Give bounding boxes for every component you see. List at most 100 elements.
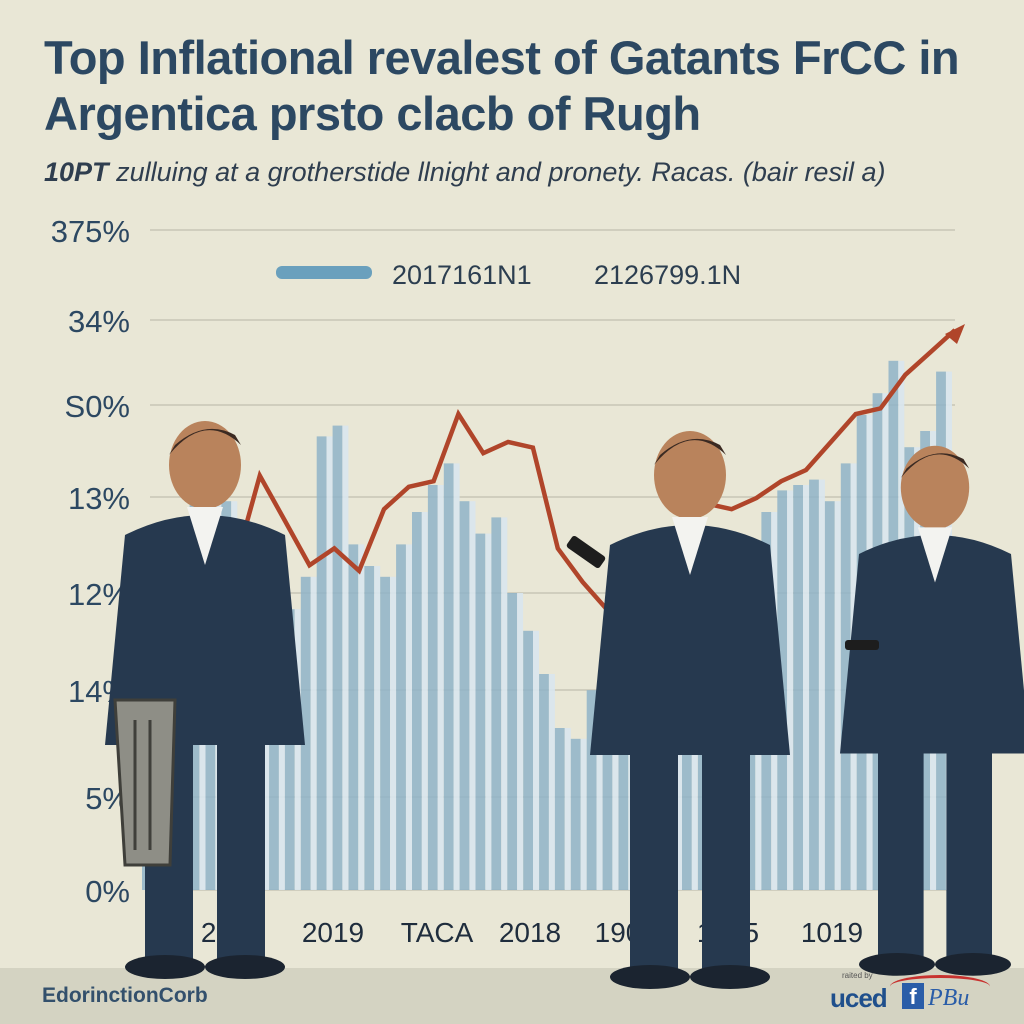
businessman-right-shirt: [917, 527, 953, 583]
bar: [745, 576, 756, 890]
x-tick-label: 1019: [801, 917, 863, 948]
bar-highlight: [548, 674, 555, 890]
bar: [348, 544, 359, 890]
businessman-left-shoe: [125, 955, 205, 979]
bar: [396, 544, 406, 890]
trash-bin: [113, 698, 177, 867]
bar-highlight: [850, 463, 857, 890]
bar: [586, 690, 597, 890]
businessman-middle-head: [654, 431, 726, 519]
bar-highlight: [564, 728, 571, 890]
y-tick-label: 0%: [85, 874, 130, 909]
bar-highlight: [501, 517, 508, 890]
bar: [475, 533, 486, 890]
x-tick-label: TACA: [401, 917, 474, 948]
bar: [507, 593, 518, 890]
logo-caption: raited by: [842, 971, 873, 980]
bar: [189, 490, 200, 890]
businessman-middle-shoe: [690, 965, 770, 989]
bar: [253, 630, 263, 890]
x-tick-label: 1925: [697, 917, 759, 948]
footer-source: EdorinctionCorb: [42, 984, 208, 1007]
businessman-left-head: [169, 421, 241, 509]
bar-highlight: [469, 501, 476, 890]
x-tick-label: 2094: [201, 917, 263, 948]
businessman-right-leg: [878, 753, 924, 963]
bar: [904, 447, 915, 890]
bar: [650, 587, 660, 890]
facebook-f-icon[interactable]: f: [902, 983, 924, 1009]
bar-highlight: [739, 576, 746, 890]
y-tick-label: S0%: [65, 389, 130, 424]
bar: [793, 485, 803, 890]
businessman-left-leg: [145, 745, 193, 965]
legend-label: 2126799.1N: [594, 260, 741, 290]
bar-highlight: [517, 593, 524, 890]
bar: [761, 512, 772, 890]
bar-highlight: [278, 598, 285, 890]
bar: [380, 576, 390, 890]
bar-highlight: [707, 533, 714, 890]
y-tick-label: 375%: [51, 214, 130, 249]
bar-highlight: [231, 501, 238, 890]
bar: [443, 463, 454, 890]
bar: [634, 620, 645, 890]
bar: [364, 566, 375, 890]
subtitle-prefix: 10PT: [44, 157, 109, 187]
y-tick-label: 13%: [68, 481, 130, 516]
bar-highlight: [596, 690, 603, 890]
bar-highlight: [390, 576, 397, 890]
bar-highlight: [215, 468, 222, 890]
bar: [205, 468, 216, 890]
bar: [237, 620, 248, 890]
logo-arc: [890, 975, 990, 998]
bar: [554, 728, 565, 890]
bar: [872, 393, 883, 890]
businessman-right-jacket: [840, 535, 1024, 754]
bar-highlight: [755, 576, 762, 890]
x-tick-label: 190: [595, 917, 642, 948]
x-tick-label: 2018: [499, 917, 561, 948]
bar: [602, 674, 613, 890]
bar-highlight: [628, 668, 635, 890]
phone: [845, 640, 879, 650]
phone: [566, 535, 606, 569]
bar: [666, 555, 676, 890]
bar: [777, 490, 788, 890]
bar: [316, 436, 327, 890]
bar: [523, 630, 533, 890]
trend-line: [232, 328, 957, 613]
bar-highlight: [294, 609, 301, 890]
bar-highlight: [437, 485, 444, 890]
businessman-middle-shoe: [610, 965, 690, 989]
legend-swatch: [276, 266, 372, 279]
bar-highlight: [644, 620, 651, 890]
logo-label: uced: [830, 983, 888, 1013]
bar-highlight: [882, 393, 889, 890]
bar: [697, 533, 708, 890]
bar: [888, 360, 899, 890]
bar: [809, 479, 819, 890]
bar: [142, 647, 152, 890]
bar-highlight: [374, 566, 381, 890]
bar-highlight: [691, 522, 698, 890]
businessman-middle-shirt: [672, 517, 708, 575]
x-tick-label: 2019: [302, 917, 364, 948]
businessman-right-head: [900, 445, 970, 530]
businessman-left-shoe: [205, 955, 285, 979]
bar-highlight: [771, 512, 778, 890]
bar-highlight: [533, 630, 539, 890]
bar: [539, 674, 549, 890]
logo-label-2: PBu: [928, 985, 970, 1011]
bar: [570, 738, 581, 890]
bar: [221, 501, 232, 890]
bar-highlight: [580, 738, 587, 890]
bar: [412, 512, 422, 890]
businessman-left-hair: [169, 428, 241, 455]
bar: [332, 425, 343, 890]
bar-highlight: [866, 414, 873, 890]
bar-highlight: [818, 479, 825, 890]
bar: [729, 576, 740, 890]
businessman-middle-hair: [654, 438, 726, 465]
